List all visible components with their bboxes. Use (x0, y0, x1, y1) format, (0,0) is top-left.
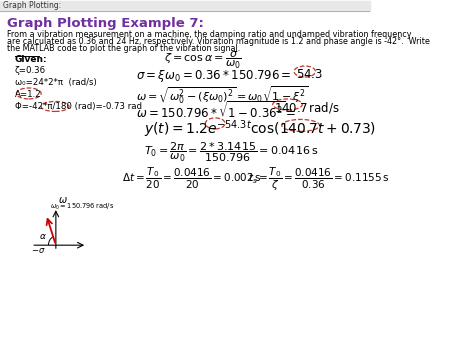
Text: Graph Plotting:: Graph Plotting: (3, 1, 62, 10)
Text: are calculated as 0.36 and 24 Hz, respectively. Vibration magnitude is 1.2 and p: are calculated as 0.36 and 24 Hz, respec… (7, 37, 429, 46)
Text: $\omega = \sqrt{\omega_0^2 - (\xi\omega_0)^2} = \omega_0\sqrt{1-\xi^2}$: $\omega = \sqrt{\omega_0^2 - (\xi\omega_… (135, 84, 308, 106)
Text: $\omega_0=150.796\ \mathrm{rad/s}$: $\omega_0=150.796\ \mathrm{rad/s}$ (50, 202, 114, 213)
Text: ω₀=24*2*π  (rad/s): ω₀=24*2*π (rad/s) (15, 77, 97, 87)
Text: $-\sigma$: $-\sigma$ (31, 246, 46, 255)
Text: $\Delta t = \dfrac{T_0}{20} = \dfrac{0.0416}{20} = 0.002\,\mathrm{s}$: $\Delta t = \dfrac{T_0}{20} = \dfrac{0.0… (122, 166, 261, 191)
Text: $\alpha$: $\alpha$ (39, 232, 47, 241)
Text: $t_s = \dfrac{T_0}{\zeta} = \dfrac{0.0416}{0.36} = 0.1155\,\mathrm{s}$: $t_s = \dfrac{T_0}{\zeta} = \dfrac{0.041… (248, 166, 390, 193)
Text: From a vibration measurement on a machine, the damping ratio and undamped vibrat: From a vibration measurement on a machin… (7, 30, 411, 39)
Text: $54.3$: $54.3$ (296, 68, 323, 80)
Text: $T_0 = \dfrac{2\pi}{\omega_0} = \dfrac{2*3.1415}{150.796} = 0.0416\,\mathrm{s}$: $T_0 = \dfrac{2\pi}{\omega_0} = \dfrac{2… (144, 140, 318, 164)
Text: A=1.2: A=1.2 (15, 91, 41, 99)
Text: $140.7\,\mathrm{rad/s}$: $140.7\,\mathrm{rad/s}$ (274, 100, 339, 116)
Text: the MATLAB code to plot the graph of the vibration signal.: the MATLAB code to plot the graph of the… (7, 44, 240, 53)
Text: $\omega$: $\omega$ (58, 195, 67, 205)
Bar (0, 1, 370, 10)
Text: Graph Plotting Example 7:: Graph Plotting Example 7: (7, 17, 203, 30)
Text: Given:: Given: (15, 54, 47, 64)
Text: Φ=-42*π/180 (rad)=-0.73 rad: Φ=-42*π/180 (rad)=-0.73 rad (15, 102, 142, 112)
Text: ζ=0.36: ζ=0.36 (15, 66, 46, 74)
Text: $\sigma = \xi\omega_0 = 0.36 * 150.796 =$: $\sigma = \xi\omega_0 = 0.36 * 150.796 =… (135, 68, 291, 83)
Text: $\zeta = \cos\alpha = \dfrac{\sigma}{\omega_0}$: $\zeta = \cos\alpha = \dfrac{\sigma}{\om… (164, 50, 242, 71)
Text: $y(t) = 1.2e^{-54.3t}\cos(140.7t+0.73)$: $y(t) = 1.2e^{-54.3t}\cos(140.7t+0.73)$ (144, 118, 376, 140)
Text: $\omega = 150.796 * \sqrt{1-0.36^2} =$: $\omega = 150.796 * \sqrt{1-0.36^2} =$ (135, 100, 296, 122)
